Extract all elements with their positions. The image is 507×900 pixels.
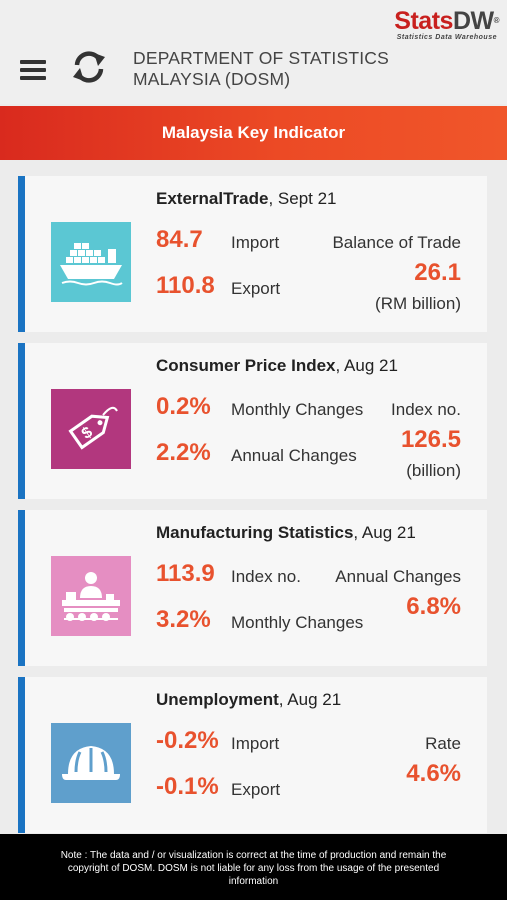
- import-value: 84.7: [156, 226, 203, 253]
- hamburger-icon[interactable]: [20, 56, 48, 86]
- dept-line-2: MALAYSIA (DOSM): [133, 69, 291, 89]
- cpi-index-value: 126.5: [400, 426, 461, 453]
- export-value: 110.8: [156, 272, 215, 299]
- card-title: Consumer Price Index, Aug 21: [156, 356, 398, 375]
- key-indicator-banner: Malaysia Key Indicator: [0, 106, 507, 160]
- balance-of-trade-unit: (RM billion): [375, 294, 461, 313]
- manufacturing-annual-value: 6.8%: [406, 593, 461, 620]
- statsdw-logo: StatsDW® Statistics Data Warehouse: [394, 7, 499, 41]
- app-header: StatsDW® Statistics Data Warehouse DEPAR…: [0, 0, 507, 104]
- hard-hat-icon: [51, 723, 131, 803]
- price-tag-icon: $: [51, 389, 131, 469]
- card-external-trade[interactable]: ExternalTrade, Sept 21 84.7 Import 110.8…: [18, 176, 487, 332]
- cpi-monthly-label: Monthly Changes: [231, 400, 364, 419]
- unemployment-export-value: -0.1%: [156, 773, 219, 800]
- card-title: ExternalTrade, Sept 21: [156, 189, 337, 208]
- disclaimer-note: Note : The data and / or visualization i…: [60, 850, 447, 887]
- dept-line-1: DEPARTMENT OF STATISTICS: [133, 48, 389, 68]
- cpi-index-unit: (billion): [406, 461, 461, 480]
- disclaimer-footer: Note : The data and / or visualization i…: [0, 834, 507, 900]
- card-title: Unemployment, Aug 21: [156, 690, 342, 709]
- cpi-annual-label: Annual Changes: [231, 446, 357, 465]
- cpi-monthly-value: 0.2%: [156, 393, 211, 420]
- card-unemployment[interactable]: Unemployment, Aug 21 -0.2% Import -0.1% …: [18, 677, 487, 833]
- banner-title: Malaysia Key Indicator: [161, 123, 346, 142]
- export-label: Export: [231, 279, 281, 298]
- card-manufacturing-statistics[interactable]: Manufacturing Statistics, Aug 21 113.9 I…: [18, 510, 487, 666]
- unemployment-rate-label: Rate: [425, 734, 461, 753]
- factory-worker-icon: [51, 556, 131, 636]
- unemployment-rate-value: 4.6%: [406, 760, 461, 787]
- manufacturing-monthly-value: 3.2%: [156, 606, 211, 633]
- manufacturing-monthly-label: Monthly Changes: [231, 613, 364, 632]
- balance-of-trade-label: Balance of Trade: [332, 233, 461, 252]
- department-title: DEPARTMENT OF STATISTICS MALAYSIA (DOSM): [133, 48, 389, 90]
- card-consumer-price-index[interactable]: Consumer Price Index, Aug 21 $ 0.2% Mont…: [18, 343, 487, 499]
- import-label: Import: [231, 233, 280, 252]
- manufacturing-index-label: Index no.: [231, 567, 301, 586]
- cpi-annual-value: 2.2%: [156, 439, 211, 466]
- cpi-index-label: Index no.: [391, 400, 461, 419]
- card-title: Manufacturing Statistics, Aug 21: [156, 523, 416, 542]
- unemployment-import-label: Import: [231, 734, 280, 753]
- cargo-ship-icon: [51, 222, 131, 302]
- manufacturing-annual-label: Annual Changes: [335, 567, 461, 586]
- refresh-icon[interactable]: [70, 48, 108, 86]
- manufacturing-index-value: 113.9: [156, 560, 215, 587]
- unemployment-export-label: Export: [231, 780, 281, 799]
- balance-of-trade-value: 26.1: [414, 259, 461, 286]
- logo-subtitle: Statistics Data Warehouse: [396, 34, 497, 41]
- unemployment-import-value: -0.2%: [156, 727, 219, 754]
